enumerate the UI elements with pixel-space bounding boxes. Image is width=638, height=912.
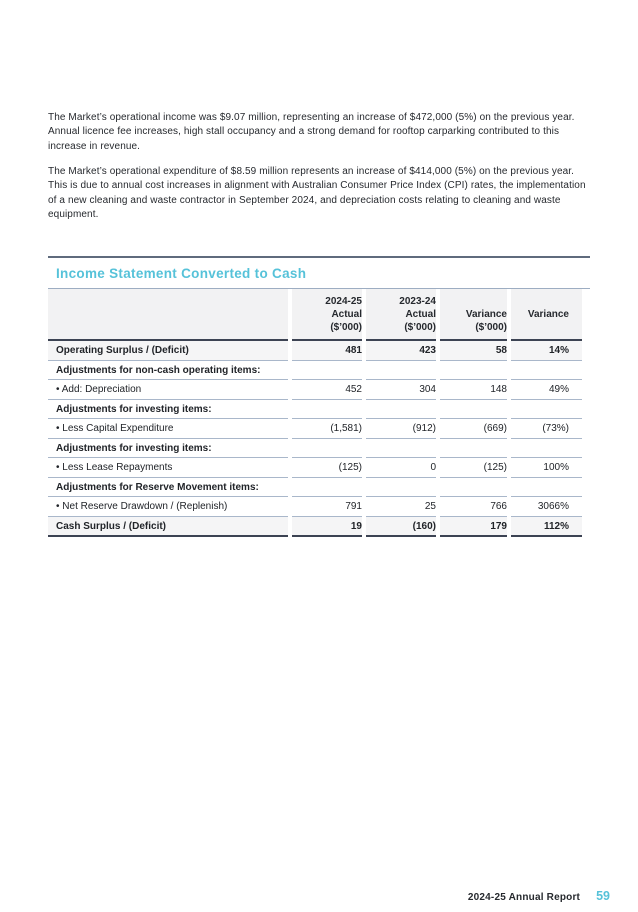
column-header-2024-25-actual: 2024-25 Actual ($’000)	[292, 289, 362, 342]
table-row-section: Adjustments for Reserve Movement items:	[48, 478, 582, 498]
row-value: 179	[440, 516, 507, 538]
footer-page-number: 59	[596, 889, 610, 903]
row-label: Operating Surplus / (Deficit)	[48, 341, 288, 361]
row-label: Cash Surplus / (Deficit)	[48, 516, 288, 538]
footer-report-label: 2024-25 Annual Report	[467, 892, 581, 903]
row-value	[366, 478, 436, 498]
row-value	[440, 400, 507, 420]
table-row-item: • Less Capital Expenditure (1,581) (912) (6…	[48, 419, 582, 439]
row-value	[292, 439, 362, 459]
table-row-section: Adjustments for non-cash operating items…	[48, 361, 582, 381]
row-value: 25	[366, 497, 436, 517]
row-value	[366, 439, 436, 459]
row-value: 791	[292, 497, 362, 517]
paragraph-operational-expenditure: The Market’s operational expenditure of …	[48, 165, 586, 220]
paragraph-operational-income: The Market’s operational income was $9.0…	[48, 112, 575, 152]
column-header-label	[48, 289, 288, 342]
page-footer: 2024-25 Annual Report 59	[468, 889, 610, 903]
table-row-total: Cash Surplus / (Deficit) 19 (160) 179 112%	[48, 516, 582, 538]
row-value: 58	[440, 341, 507, 361]
row-value: 49%	[511, 380, 582, 400]
row-label: Adjustments for non-cash operating items…	[48, 361, 288, 381]
table-row-item: • Less Lease Repayments (125) 0 (125) 100%	[48, 458, 582, 478]
row-value: (669)	[440, 419, 507, 439]
column-header-variance-dollars: Variance ($’000)	[440, 289, 507, 342]
row-value	[511, 478, 582, 498]
table-row-item: • Add: Depreciation 452 304 148 49%	[48, 380, 582, 400]
row-value: 3066%	[511, 497, 582, 517]
income-statement-table: 2024-25 Actual ($’000) 2023-24 Actual ($…	[44, 289, 586, 538]
row-value	[440, 439, 507, 459]
income-statement-section: Income Statement Converted to Cash 2024-…	[48, 256, 590, 538]
row-value	[440, 361, 507, 381]
row-value: (1,581)	[292, 419, 362, 439]
row-value	[292, 361, 362, 381]
row-value	[440, 478, 507, 498]
table-row-item: • Net Reserve Drawdown / (Replenish) 791 2…	[48, 497, 582, 517]
column-header-variance-percent: Variance	[511, 289, 582, 342]
row-value	[366, 361, 436, 381]
row-label: • Add: Depreciation	[48, 380, 288, 400]
table-row-total: Operating Surplus / (Deficit) 481 423 58 14%	[48, 341, 582, 361]
row-label: Adjustments for Reserve Movement items:	[48, 478, 288, 498]
row-value: 19	[292, 516, 362, 538]
row-value	[292, 478, 362, 498]
row-value: 452	[292, 380, 362, 400]
table-row-section: Adjustments for investing items:	[48, 439, 582, 459]
row-value	[511, 400, 582, 420]
row-label: Adjustments for investing items:	[48, 400, 288, 420]
table-row-section: Adjustments for investing items:	[48, 400, 582, 420]
row-label: Adjustments for investing items:	[48, 439, 288, 459]
row-label: • Less Lease Repayments	[48, 458, 288, 478]
row-label: • Less Capital Expenditure	[48, 419, 288, 439]
row-label: • Net Reserve Drawdown / (Replenish)	[48, 497, 288, 517]
row-value: (160)	[366, 516, 436, 538]
row-value: (125)	[292, 458, 362, 478]
column-header-2023-24-actual: 2023-24 Actual ($’000)	[366, 289, 436, 342]
row-value: 112%	[511, 516, 582, 538]
row-value: 481	[292, 341, 362, 361]
row-value	[511, 439, 582, 459]
row-value: (912)	[366, 419, 436, 439]
row-value: 304	[366, 380, 436, 400]
row-value	[366, 400, 436, 420]
table-title: Income Statement Converted to Cash	[48, 256, 590, 290]
row-value: 14%	[511, 341, 582, 361]
row-value	[292, 400, 362, 420]
row-value: 148	[440, 380, 507, 400]
row-value: 0	[366, 458, 436, 478]
page-content: The Market’s operational income was $9.0…	[48, 112, 590, 538]
row-value: (125)	[440, 458, 507, 478]
table-header-row: 2024-25 Actual ($’000) 2023-24 Actual ($…	[48, 289, 582, 342]
row-value: 766	[440, 497, 507, 517]
row-value: (73%)	[511, 419, 582, 439]
row-value: 423	[366, 341, 436, 361]
row-value	[511, 361, 582, 381]
row-value: 100%	[511, 458, 582, 478]
